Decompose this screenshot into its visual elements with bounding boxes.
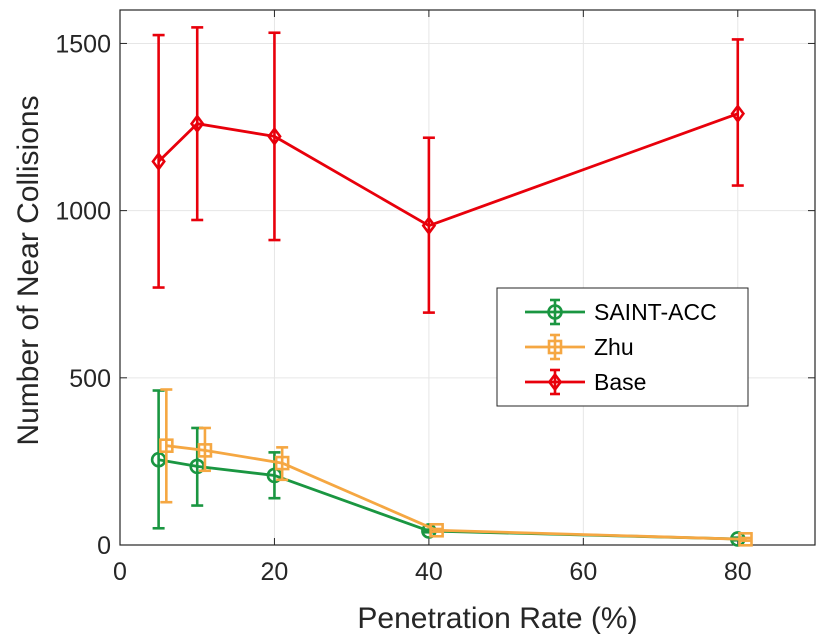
y-axis-label: Number of Near Collisions — [12, 95, 45, 445]
x-axis-label: Penetration Rate (%) — [357, 602, 637, 635]
marker-diamond — [267, 126, 282, 147]
y-tick-label: 1000 — [55, 198, 111, 226]
series-base — [151, 26, 746, 314]
plot-area — [119, 9, 816, 546]
legend: SAINT-ACC Zhu Base — [496, 287, 749, 407]
marker-diamond — [547, 372, 563, 392]
marker-diamond — [730, 103, 746, 124]
marker-square — [274, 455, 290, 471]
marker-square — [159, 438, 174, 453]
y-tick-label: 1500 — [55, 30, 111, 58]
marker-square — [547, 339, 563, 355]
x-tick-label: 60 — [569, 558, 597, 586]
x-tick-label: 20 — [261, 558, 289, 586]
legend-label: Base — [594, 369, 646, 395]
x-tick-label: 80 — [724, 558, 752, 586]
marker-circle — [547, 304, 563, 320]
y-tick-label: 500 — [69, 365, 111, 393]
x-tick-label: 0 — [113, 558, 127, 586]
marker-diamond — [421, 216, 437, 236]
marker-diamond — [189, 114, 205, 134]
grid — [119, 10, 815, 546]
legend-label: SAINT-ACC — [594, 299, 717, 325]
marker-square — [197, 443, 213, 458]
series-layer — [150, 26, 753, 547]
series-line-zhu — [166, 444, 746, 541]
series-zhu — [159, 388, 753, 547]
series-line-base — [157, 112, 739, 228]
marker-diamond — [151, 151, 166, 172]
axes-ticks: 0 20 40 60 80 0 500 1000 1500 — [55, 10, 815, 586]
x-tick-label: 40 — [415, 558, 443, 586]
y-tick-label: 0 — [97, 532, 111, 560]
marker-square — [738, 532, 753, 547]
series-saint-acc — [150, 389, 746, 547]
legend-label: Zhu — [594, 334, 634, 360]
series-line-saint-acc — [158, 458, 738, 541]
marker-square — [429, 522, 444, 538]
